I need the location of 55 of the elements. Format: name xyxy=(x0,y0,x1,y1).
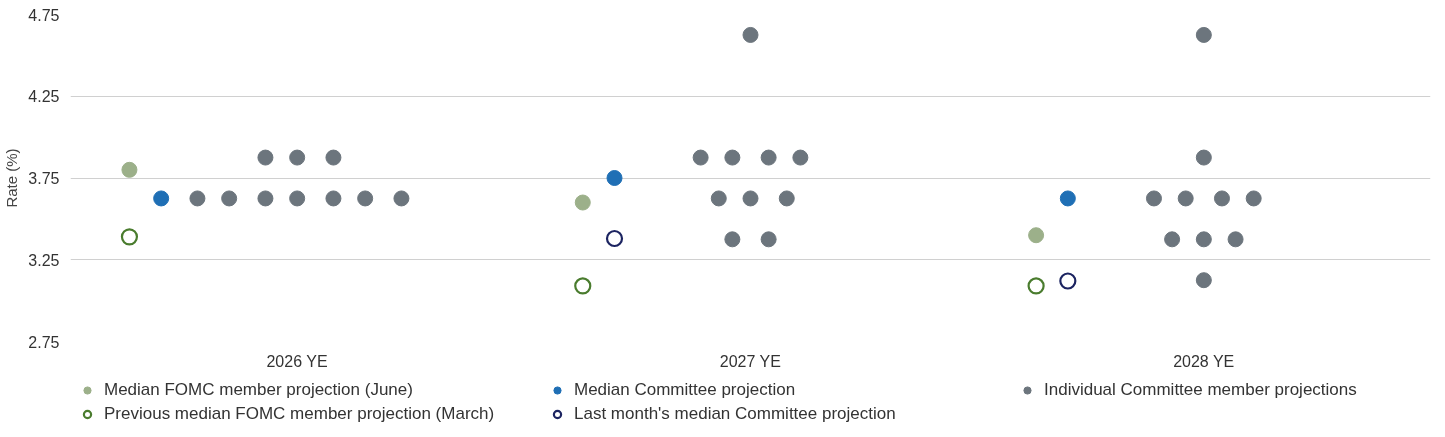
point xyxy=(792,149,809,166)
point xyxy=(574,194,591,211)
point xyxy=(1245,190,1262,207)
point xyxy=(778,190,795,207)
point xyxy=(120,228,139,246)
point xyxy=(1059,272,1077,290)
x-tick-label: 2027 YE xyxy=(719,352,781,370)
point xyxy=(692,149,709,166)
legend-label: Individual Committee member projections xyxy=(1044,380,1358,400)
point xyxy=(221,190,238,207)
y-tick-label: 3.25 xyxy=(28,251,60,269)
legend-label: Previous median FOMC member projection (March) xyxy=(104,404,496,424)
point xyxy=(153,190,170,207)
point xyxy=(325,190,342,207)
point xyxy=(574,277,592,295)
point xyxy=(605,229,624,248)
point xyxy=(1195,231,1212,248)
point xyxy=(1195,149,1212,166)
point xyxy=(1027,277,1045,295)
point xyxy=(393,190,410,207)
y-axis-title: Rate (%) xyxy=(3,148,21,208)
y-tick-label: 3.75 xyxy=(28,170,60,187)
point xyxy=(1059,190,1076,207)
point xyxy=(760,231,777,248)
point xyxy=(357,190,374,207)
point xyxy=(189,190,206,207)
point xyxy=(742,190,759,207)
point xyxy=(710,190,727,207)
point xyxy=(742,26,759,43)
point xyxy=(724,149,741,166)
x-tick-label: 2026 YE xyxy=(266,352,328,370)
point xyxy=(1195,26,1212,43)
y-tick-label: 2.75 xyxy=(28,333,60,351)
point xyxy=(1164,231,1181,248)
point xyxy=(1028,227,1045,244)
point xyxy=(257,149,274,166)
legend-label: Median Committee projection xyxy=(574,380,797,400)
point xyxy=(325,149,342,166)
point xyxy=(760,149,777,166)
point xyxy=(1227,231,1244,248)
point xyxy=(1213,190,1230,207)
point xyxy=(289,149,306,166)
point xyxy=(1195,272,1212,289)
point xyxy=(257,190,274,207)
legend-label: Last month's median Committee projection xyxy=(574,404,897,424)
point xyxy=(1177,190,1194,207)
point xyxy=(606,170,623,186)
point xyxy=(724,231,741,248)
x-tick-label: 2028 YE xyxy=(1173,352,1235,370)
point xyxy=(121,161,138,178)
point xyxy=(1145,190,1162,207)
y-tick-label: 4.75 xyxy=(28,6,60,24)
point xyxy=(289,190,306,207)
legend-label: Median FOMC member projection (June) xyxy=(104,380,414,400)
y-tick-label: 4.25 xyxy=(28,88,60,106)
